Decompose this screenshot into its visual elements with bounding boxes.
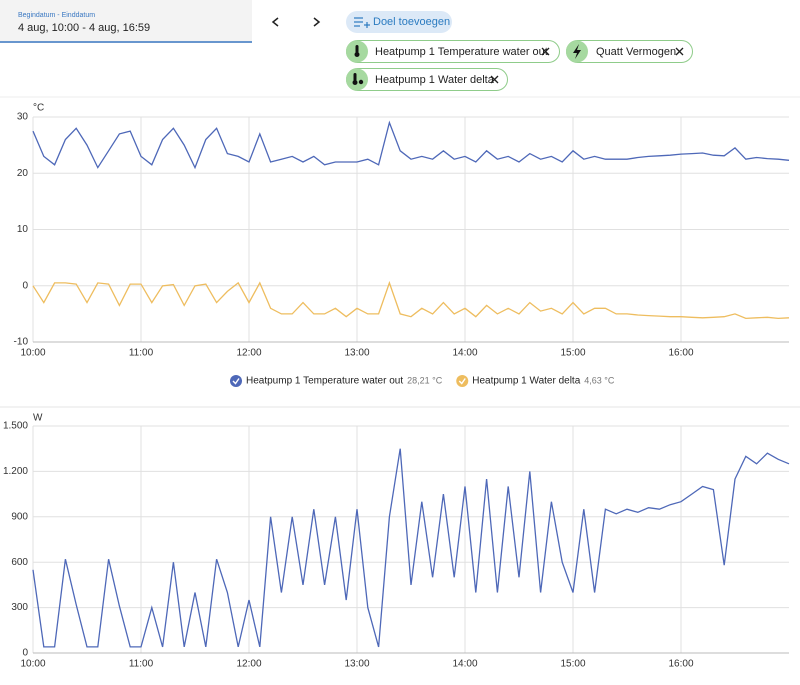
x-tick-label: 15:00: [560, 659, 585, 670]
legend-item[interactable]: Heatpump 1 Temperature water out 28,21 °C: [230, 375, 443, 387]
date-value: 4 aug, 10:00 - 4 aug, 16:59: [18, 22, 150, 34]
x-tick-label: 11:00: [129, 348, 154, 359]
y-tick-label: -10: [14, 337, 29, 348]
legend-label: Heatpump 1 Temperature water out: [246, 376, 403, 387]
x-tick-label: 11:00: [129, 659, 154, 670]
y-tick-label: 1.500: [3, 421, 28, 432]
y-tick-label: 600: [11, 557, 28, 568]
series-line: [32, 120, 790, 170]
y-tick-label: 0: [22, 648, 28, 659]
y-tick-label: 20: [17, 168, 29, 179]
series-line: [32, 280, 790, 320]
legend-swatch: [456, 375, 469, 387]
chip[interactable]: Heatpump 1 Temperature water out: [346, 40, 560, 63]
date-label: Begindatum - Einddatum: [18, 12, 95, 19]
y-axis-unit: W: [33, 413, 43, 424]
add-icon: [354, 17, 370, 28]
y-tick-label: 1.200: [3, 466, 28, 477]
x-tick-label: 16:00: [668, 348, 693, 359]
series-line: [32, 448, 790, 648]
y-tick-label: 300: [11, 602, 28, 613]
chip-label: Quatt Vermogen: [596, 46, 676, 58]
legend-value: 28,21 °C: [407, 375, 443, 385]
legend-swatch: [230, 375, 242, 387]
y-tick-label: 900: [11, 511, 28, 522]
legend-check: [458, 378, 466, 385]
legend-label: Heatpump 1 Water delta: [472, 376, 580, 387]
x-tick-label: 10:00: [20, 348, 45, 359]
date-field[interactable]: [0, 0, 252, 43]
chip[interactable]: Heatpump 1 Water delta: [346, 68, 508, 91]
legend-value: 4,63 °C: [584, 375, 615, 385]
add-target-button[interactable]: [346, 11, 452, 33]
prev-button[interactable]: [271, 17, 279, 27]
chip-label: Heatpump 1 Temperature water out: [375, 46, 548, 58]
legend-check: [232, 378, 240, 385]
x-tick-label: 14:00: [452, 348, 477, 359]
x-tick-label: 13:00: [344, 348, 369, 359]
x-tick-label: 12:00: [236, 348, 261, 359]
x-tick-label: 14:00: [452, 659, 477, 670]
legend-item[interactable]: Heatpump 1 Water delta 4,63 °C: [456, 375, 615, 387]
add-target-label: Doel toevoegen: [373, 16, 450, 28]
next-button[interactable]: [313, 17, 321, 27]
chip-label: Heatpump 1 Water delta: [375, 74, 495, 86]
x-tick-label: 15:00: [560, 348, 585, 359]
x-tick-label: 16:00: [668, 659, 693, 670]
x-tick-label: 13:00: [344, 659, 369, 670]
y-tick-label: 30: [17, 112, 29, 123]
x-tick-label: 12:00: [236, 659, 261, 670]
y-tick-label: 0: [22, 280, 28, 291]
x-tick-label: 10:00: [20, 659, 45, 670]
y-tick-label: 10: [17, 224, 29, 235]
chip[interactable]: Quatt Vermogen: [566, 40, 693, 63]
y-axis-unit: °C: [33, 103, 44, 114]
